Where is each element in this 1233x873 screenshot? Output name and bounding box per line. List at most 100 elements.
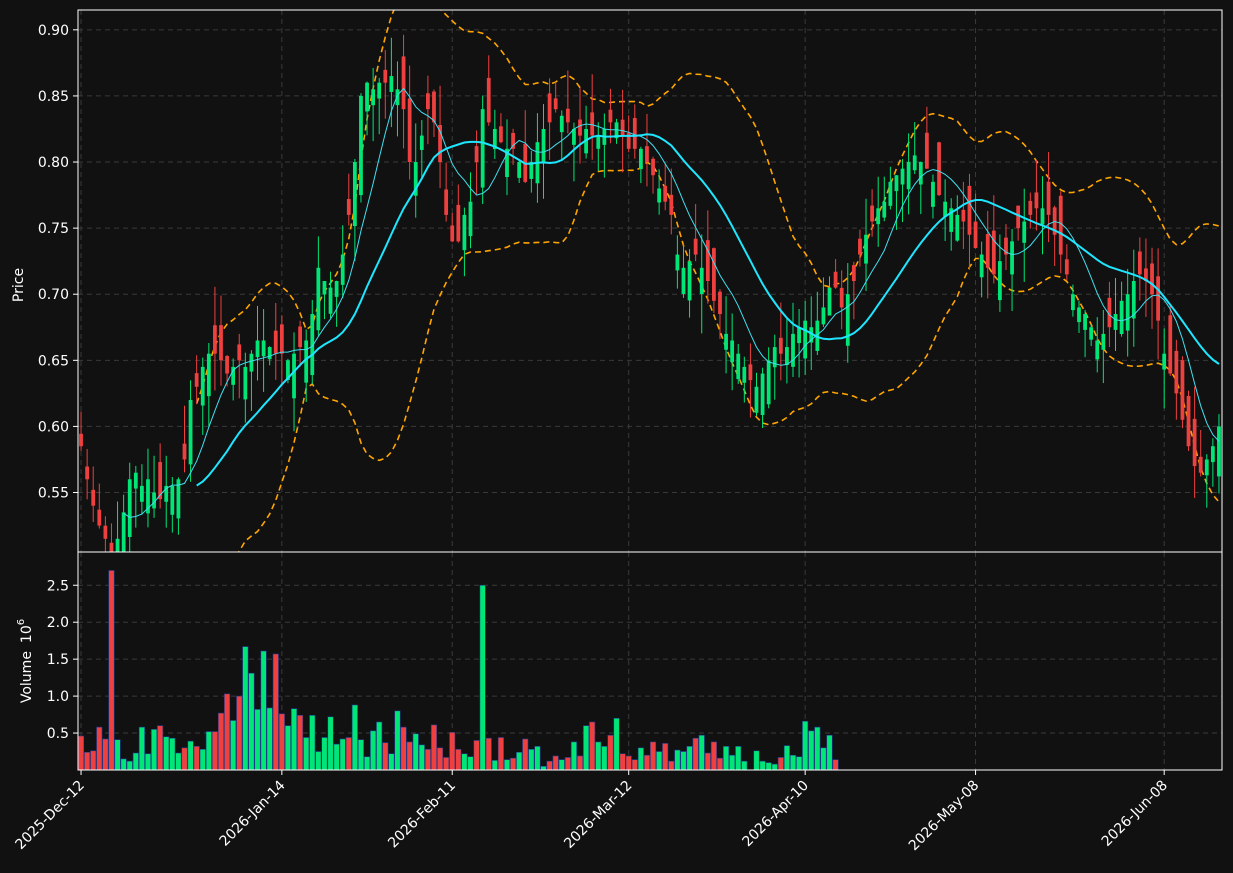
candle-body: [839, 287, 844, 308]
volume-bar: [217, 712, 225, 771]
candle-body: [1137, 251, 1142, 275]
candle-body: [1150, 263, 1154, 295]
candle-body: [511, 132, 515, 149]
candle-body: [596, 135, 601, 149]
volume-bar: [418, 744, 425, 771]
candle-body: [681, 267, 686, 294]
volume-bar: [272, 653, 279, 771]
volume-bar: [558, 759, 565, 771]
slow-moving-average-line: [196, 133, 1220, 487]
candle-body: [651, 158, 655, 176]
candle-body: [632, 118, 637, 149]
volume-bar: [333, 743, 340, 771]
candle-body: [91, 489, 96, 506]
volume-bar: [826, 734, 833, 771]
candle-body: [1131, 281, 1136, 319]
volume-bar: [789, 754, 797, 771]
price-tick-label: 0.55: [38, 486, 69, 502]
candle-body: [1071, 294, 1075, 311]
candle-body: [1204, 459, 1209, 476]
volume-bar: [406, 741, 413, 771]
candle-body: [699, 267, 704, 294]
candle-body: [529, 162, 534, 179]
volume-bar: [820, 747, 827, 771]
candle-body: [845, 294, 850, 346]
volume-bar: [309, 715, 316, 771]
candle-body: [1058, 195, 1063, 255]
candle-body: [608, 109, 613, 123]
volume-bar: [583, 725, 590, 771]
volume-tick-label: 1.0: [47, 689, 69, 705]
volume-bar: [455, 749, 462, 771]
volume-bar: [765, 762, 772, 771]
candle-body: [1144, 268, 1148, 281]
volume-bar: [205, 731, 212, 771]
candle-body: [444, 189, 449, 215]
candle-body: [1174, 350, 1179, 394]
candle-body: [389, 76, 394, 92]
volume-bar: [345, 737, 352, 771]
volume-bar: [473, 740, 480, 771]
candle-body: [730, 340, 735, 363]
volume-bar: [601, 746, 608, 771]
candle-body: [791, 333, 795, 367]
candle-body: [261, 340, 266, 357]
volume-bar: [394, 710, 401, 771]
volume-bar: [412, 733, 419, 771]
volume-bar: [370, 730, 377, 771]
candle-body: [1016, 205, 1021, 229]
volume-bar: [388, 753, 395, 771]
volume-bar: [710, 741, 717, 771]
candle-body: [200, 366, 205, 406]
candle-body: [365, 82, 369, 112]
volume-tick-label: 2.5: [47, 578, 69, 594]
volume-bar: [424, 749, 431, 771]
volume-bar: [522, 738, 529, 771]
candle-body: [894, 175, 899, 192]
volume-axis-label-text: Volume: [19, 651, 35, 703]
candle-body: [870, 205, 874, 222]
candle-body: [395, 89, 400, 106]
volume-axis-label: Volume 106: [16, 619, 35, 703]
volume-bar: [759, 760, 766, 771]
volume-bar: [643, 754, 650, 771]
candle-body: [645, 146, 649, 163]
candle-body: [328, 287, 333, 314]
candle-body: [1046, 181, 1051, 215]
volume-tick-label: 1.5: [47, 652, 69, 668]
volume-bar: [260, 650, 267, 771]
candle-body: [1119, 300, 1124, 335]
candle-body: [760, 373, 765, 416]
volume-bar: [716, 757, 724, 771]
candle-body: [858, 238, 862, 255]
candle-body: [918, 162, 923, 185]
candle-body: [882, 201, 887, 218]
volume-bar: [534, 746, 541, 771]
candle-body: [334, 281, 339, 297]
volume-bar: [546, 760, 553, 771]
volume-bar: [315, 751, 322, 771]
volume-bar: [90, 750, 97, 771]
candle-body: [346, 199, 351, 215]
candle-body: [237, 344, 242, 361]
candle-body: [286, 360, 290, 380]
volume-bar: [120, 758, 127, 771]
volume-axis-exponent-power: 6: [16, 619, 27, 625]
volume-bar: [84, 751, 91, 771]
volume-bar: [449, 732, 456, 771]
volume-bar: [284, 725, 291, 771]
volume-bar: [199, 749, 206, 771]
candle-body: [797, 327, 801, 344]
candle-body: [1107, 297, 1112, 328]
volume-bar: [723, 746, 730, 771]
volume-bar: [485, 737, 492, 771]
price-tick-label: 0.80: [38, 155, 69, 171]
candle-body: [292, 353, 296, 399]
candle-body: [748, 364, 753, 381]
candle-body: [638, 148, 643, 170]
volume-bar: [753, 750, 760, 771]
volume-bar: [163, 736, 170, 771]
candle-body: [103, 525, 108, 539]
volume-bar: [169, 737, 176, 771]
candle-body: [572, 128, 576, 145]
